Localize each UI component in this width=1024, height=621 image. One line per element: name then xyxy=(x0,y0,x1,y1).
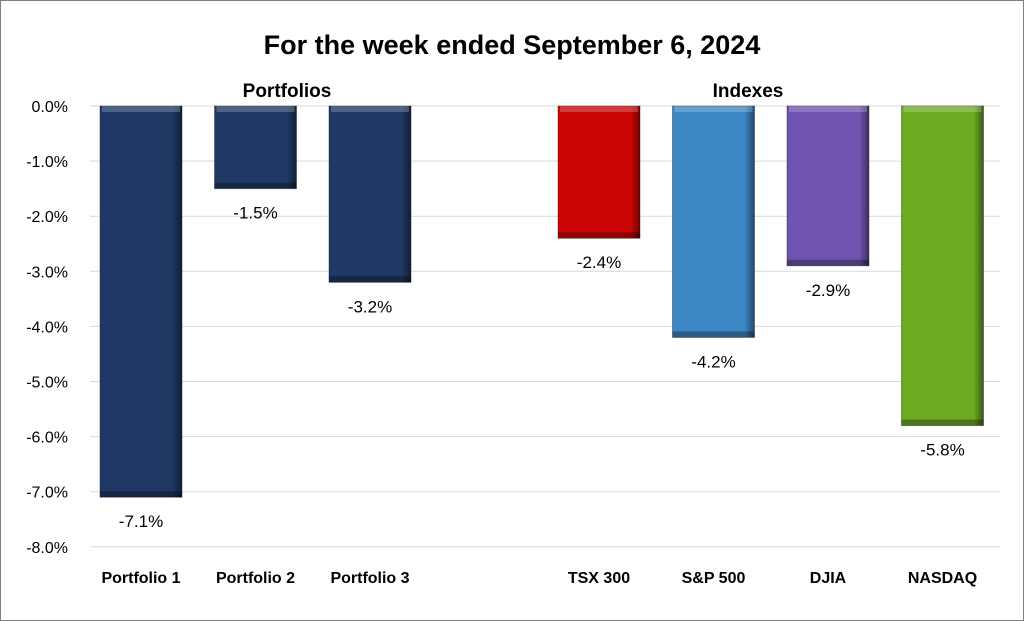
bar-group: -2.4% TSX 300 xyxy=(557,105,641,587)
x-tick-label: S&P 500 xyxy=(682,570,746,587)
bar-bevel xyxy=(901,106,984,426)
chart-title: For the week ended September 6, 2024 xyxy=(264,30,761,60)
bar-group: -7.1% Portfolio 1 xyxy=(99,105,183,587)
bar-group: -2.9% DJIA xyxy=(786,105,870,587)
bar-bottom-shade xyxy=(558,232,640,239)
y-tick-label: -3.0% xyxy=(26,264,68,281)
bar-bottom-shade xyxy=(329,276,411,283)
bar-bottom-shade xyxy=(672,331,755,338)
bar-group: -3.2% Portfolio 3 xyxy=(328,105,412,587)
data-label: -5.8% xyxy=(920,441,964,460)
data-label: -1.5% xyxy=(233,204,277,223)
bar-highlight xyxy=(903,106,982,112)
y-tick-label: -6.0% xyxy=(26,430,68,447)
x-tick-label: Portfolio 3 xyxy=(330,570,409,587)
bar-bottom-shade xyxy=(214,182,297,189)
bar-bevel xyxy=(558,106,640,239)
bar-highlight xyxy=(674,106,753,112)
y-tick-label: -1.0% xyxy=(26,154,68,171)
bar-bottom-shade xyxy=(787,259,869,266)
bar-bottom-shade xyxy=(100,491,182,498)
y-tick-label: -2.0% xyxy=(26,209,68,226)
bar-bevel xyxy=(329,106,411,283)
x-tick-label: Portfolio 1 xyxy=(101,570,180,587)
bar-bevel xyxy=(100,106,182,498)
x-tick-label: DJIA xyxy=(810,570,847,587)
x-tick-label: TSX 300 xyxy=(568,570,630,587)
data-label: -2.9% xyxy=(806,281,850,300)
bar-bevel xyxy=(672,106,755,338)
y-tick-label: 0.0% xyxy=(32,99,68,116)
data-label: -7.1% xyxy=(119,512,163,531)
bar-bevel xyxy=(787,106,869,266)
bar-highlight xyxy=(560,106,638,112)
bar-bevel xyxy=(214,106,297,189)
data-label: -4.2% xyxy=(691,352,735,371)
x-tick-label: Portfolio 2 xyxy=(216,570,295,587)
bar-group: -5.8% NASDAQ xyxy=(901,105,984,587)
x-tick-label: NASDAQ xyxy=(908,570,977,587)
group-label-indexes: Indexes xyxy=(713,81,784,102)
y-tick-label: -7.0% xyxy=(26,485,68,502)
group-label-portfolios: Portfolios xyxy=(243,81,332,102)
y-tick-label: -8.0% xyxy=(26,540,68,557)
bar-group: -1.5% Portfolio 2 xyxy=(214,105,297,587)
y-tick-label: -4.0% xyxy=(26,319,68,336)
data-label: -2.4% xyxy=(577,253,621,272)
bar-highlight xyxy=(331,106,409,112)
y-tick-label: -5.0% xyxy=(26,375,68,392)
bar-bottom-shade xyxy=(901,419,984,426)
bar-highlight xyxy=(216,106,295,112)
data-label: -3.2% xyxy=(348,297,392,316)
bar-highlight xyxy=(789,106,867,112)
bar-group: -4.2% S&P 500 xyxy=(672,105,755,587)
bar-highlight xyxy=(102,106,180,112)
